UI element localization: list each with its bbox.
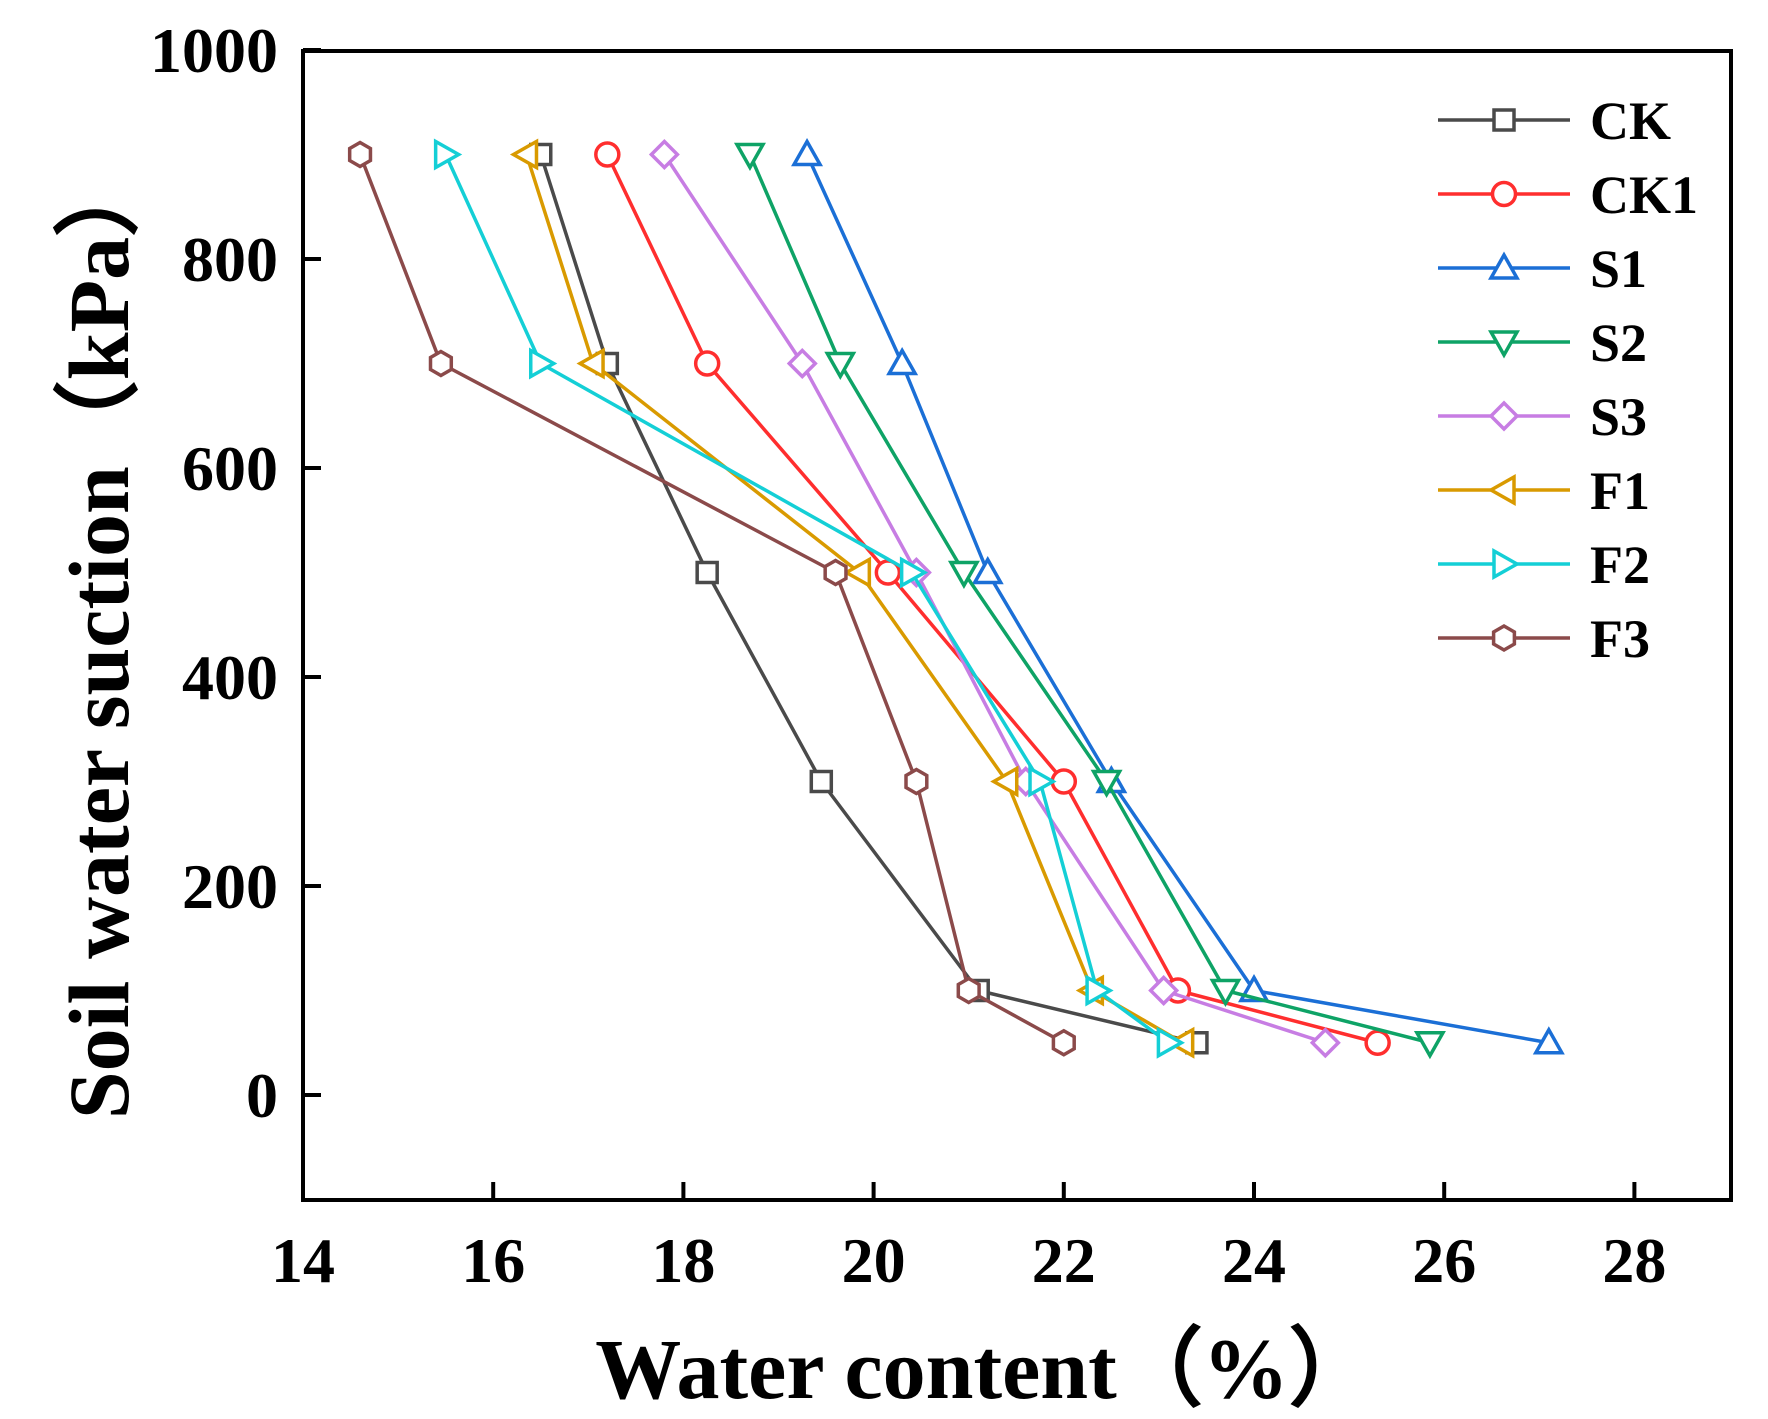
x-tick-label-24: 24 <box>1222 1225 1286 1296</box>
y-tick-label-1000: 1000 <box>150 15 278 86</box>
series-s3-point-5 <box>1309 1027 1341 1059</box>
legend-marker-f1 <box>1487 474 1516 506</box>
series-f3-point-4 <box>956 976 981 1005</box>
legend-label-f1: F1 <box>1590 461 1650 521</box>
series-f3-point-3 <box>904 767 929 796</box>
x-axis-title: Water content（%） <box>595 1321 1374 1417</box>
legend-label-s1: S1 <box>1590 239 1647 299</box>
legend: CK CK1 S1 S2 S3 F1 F2 F3 <box>1438 91 1698 669</box>
series-f2-point-0 <box>433 138 463 171</box>
series-s2-point-1 <box>824 351 857 381</box>
x-tick-label-14: 14 <box>271 1225 335 1296</box>
legend-label-s3: S3 <box>1590 387 1647 447</box>
series-s2 <box>733 142 1446 1060</box>
series-ck1 <box>594 141 1391 1056</box>
x-tick-label-22: 22 <box>1032 1225 1096 1296</box>
y-tick-label-800: 800 <box>182 224 278 295</box>
series-s1-point-0 <box>791 137 824 167</box>
series-f3-line <box>358 153 1065 1045</box>
series-f3-point-1 <box>428 349 454 378</box>
plot-frame <box>301 49 1733 1202</box>
legend-item-f2: F2 <box>1438 535 1650 595</box>
series-s3-point-4 <box>1148 975 1180 1006</box>
series-ck <box>529 142 1209 1055</box>
series-f2-point-1 <box>529 347 558 380</box>
series-f2-point-3 <box>1028 765 1057 798</box>
series-ck1-point-0 <box>594 141 621 168</box>
series-f2 <box>433 138 1185 1059</box>
x-tick-label-18: 18 <box>651 1225 715 1296</box>
legend-marker-f2 <box>1492 548 1521 580</box>
legend-item-s3: S3 <box>1438 387 1647 447</box>
legend-item-f1: F1 <box>1438 461 1650 521</box>
legend-marker-s2 <box>1488 330 1520 359</box>
legend-item-f3: F3 <box>1438 609 1650 669</box>
series-s2-point-3 <box>1090 769 1123 799</box>
legend-marker-f3 <box>1491 623 1517 653</box>
axis-tick-labels: 14 16 18 20 22 24 26 28 0 200 400 600 800 1000 <box>150 15 1666 1296</box>
legend-marker-s3 <box>1488 400 1520 432</box>
series-s1-point-5 <box>1532 1026 1565 1055</box>
series-f1 <box>509 138 1195 1059</box>
y-tick-label-400: 400 <box>182 642 278 713</box>
series-f3-point-5 <box>1051 1028 1076 1057</box>
x-tick-label-26: 26 <box>1412 1225 1476 1296</box>
series-s2-point-5 <box>1413 1031 1446 1060</box>
series-f1-point-1 <box>576 347 605 380</box>
legend-item-s1: S1 <box>1438 239 1647 299</box>
series-f3-point-0 <box>347 140 373 169</box>
x-tick-label-28: 28 <box>1602 1225 1666 1296</box>
series-s2-line <box>748 153 1431 1045</box>
series-ck-point-2 <box>695 560 719 585</box>
series-ck1-point-1 <box>693 350 721 377</box>
series-s3-line <box>662 153 1326 1045</box>
series-s2-point-4 <box>1209 978 1242 1008</box>
series-s1-line <box>805 153 1550 1045</box>
legend-item-s2: S2 <box>1438 313 1647 373</box>
legend-marker-s1 <box>1488 251 1520 280</box>
x-tick-label-20: 20 <box>842 1225 906 1296</box>
y-tick-label-0: 0 <box>246 1060 278 1131</box>
series-s3-point-1 <box>786 348 818 379</box>
legend-item-ck: CK <box>1438 91 1671 151</box>
legend-item-ck1: CK1 <box>1438 165 1698 225</box>
legend-label-f3: F3 <box>1590 609 1650 669</box>
series-f2-point-2 <box>899 556 929 589</box>
legend-marker-ck <box>1492 108 1516 132</box>
axis-ticks <box>301 48 1637 1200</box>
series-f1-line <box>524 153 1184 1045</box>
series-f2-line <box>444 153 1170 1045</box>
series-f2-point-4 <box>1085 974 1114 1007</box>
series-f1-point-3 <box>990 765 1019 798</box>
x-tick-label-16: 16 <box>461 1225 525 1296</box>
series-f1-point-0 <box>509 138 539 171</box>
series-ck-point-3 <box>809 769 834 794</box>
series-ck1-point-5 <box>1364 1029 1391 1056</box>
series-f3 <box>347 140 1076 1057</box>
series-s1-point-2 <box>971 555 1004 585</box>
legend-label-ck: CK <box>1590 91 1671 151</box>
legend-marker-ck1 <box>1490 180 1518 208</box>
series-f1-point-2 <box>842 556 872 589</box>
series-s3-point-0 <box>648 139 680 170</box>
series-s1-point-1 <box>886 346 919 376</box>
series-f2-point-5 <box>1156 1026 1185 1059</box>
series-f3-point-2 <box>823 558 848 587</box>
legend-label-ck1: CK1 <box>1590 165 1698 225</box>
series-s2-point-0 <box>733 142 766 172</box>
series-s1 <box>791 137 1565 1055</box>
y-tick-label-600: 600 <box>182 433 278 504</box>
y-axis-title: Soil water suction（kPa） <box>51 151 147 1119</box>
series-s3 <box>648 139 1341 1059</box>
legend-label-s2: S2 <box>1590 313 1647 373</box>
series-ck-line <box>539 153 1198 1045</box>
y-tick-label-200: 200 <box>182 851 278 922</box>
series-layer <box>347 137 1565 1060</box>
series-s2-point-2 <box>947 560 980 590</box>
legend-label-f2: F2 <box>1590 535 1650 595</box>
